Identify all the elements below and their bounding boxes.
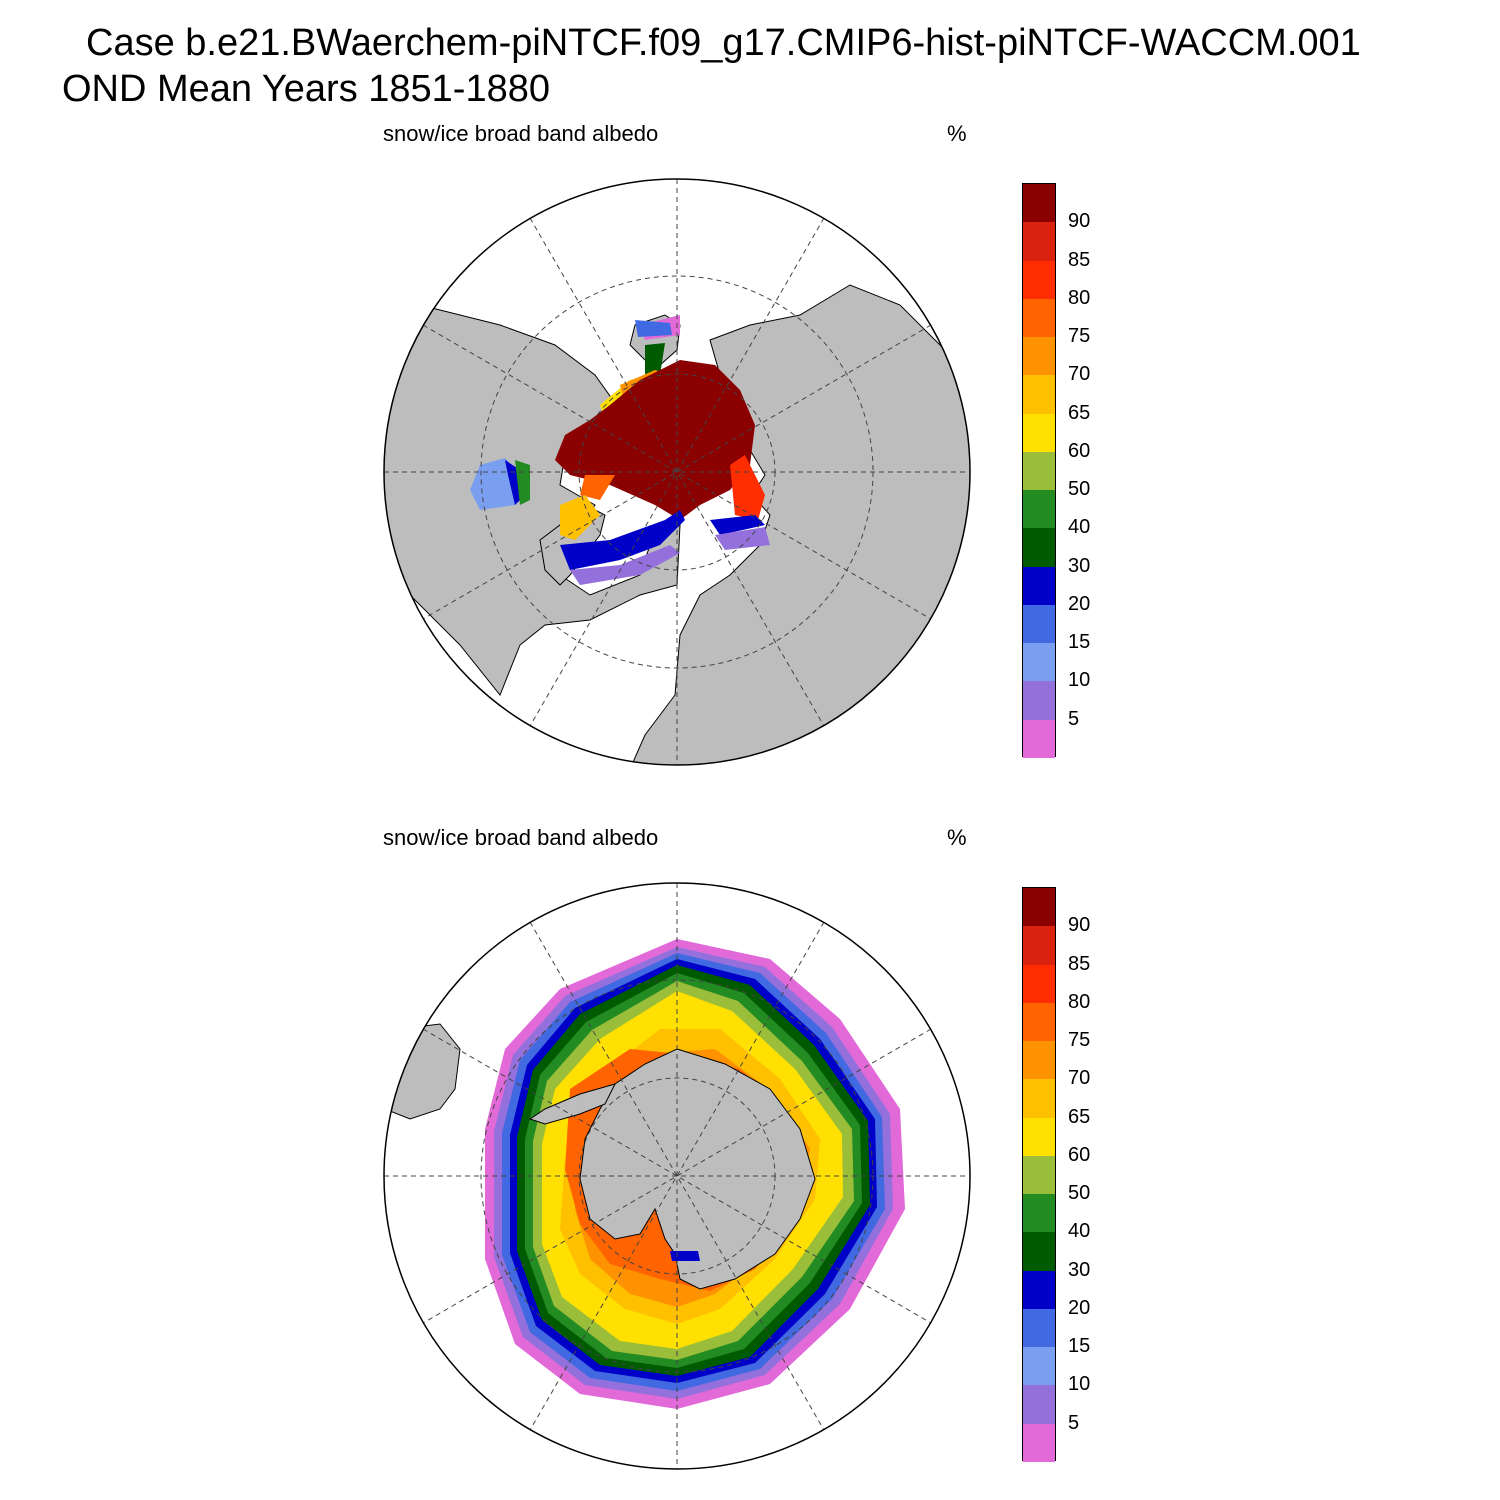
colorbar-2-segment xyxy=(1023,888,1055,927)
colorbar-1-segment xyxy=(1023,413,1055,452)
colorbar-2-tick-label: 60 xyxy=(1068,1143,1091,1166)
north-polar-map xyxy=(383,178,971,766)
colorbar-1-tick-label: 75 xyxy=(1068,325,1091,348)
colorbar-1-tick-label: 80 xyxy=(1068,286,1091,309)
colorbar-2-segment xyxy=(1023,926,1055,965)
colorbar-2-tick-label: 85 xyxy=(1068,952,1091,975)
panel-2-unit-label: % xyxy=(947,825,967,850)
colorbar-1-segment xyxy=(1023,566,1055,605)
colorbar-1-segment xyxy=(1023,184,1055,223)
colorbar-2-segment xyxy=(1023,1079,1055,1118)
colorbar-2-tick-label: 75 xyxy=(1068,1029,1091,1052)
atlantic-ice-edge xyxy=(560,510,685,570)
colorbar-2 xyxy=(1022,887,1056,1462)
baffin-ice-yellow xyxy=(560,495,600,540)
colorbar-2-segment xyxy=(1023,1002,1055,1042)
barents-ice-red xyxy=(730,455,765,520)
colorbar-2-segment xyxy=(1023,1347,1055,1386)
ross-sea-blue xyxy=(670,1251,700,1261)
colorbar-1-segment xyxy=(1023,719,1055,758)
colorbar-2-tick-label: 80 xyxy=(1068,990,1091,1013)
colorbar-2-tick-label: 70 xyxy=(1068,1067,1091,1090)
colorbar-1-segment xyxy=(1023,298,1055,338)
colorbar-2-tick-label: 90 xyxy=(1068,914,1091,937)
canada-ice-orange xyxy=(580,475,615,500)
colorbar-1-segment xyxy=(1023,260,1055,299)
colorbar-1-tick-label: 90 xyxy=(1068,210,1091,233)
atlantic-ice-purple xyxy=(570,545,680,585)
colorbar-2-tick-label: 50 xyxy=(1068,1182,1091,1205)
colorbar-1-segment xyxy=(1023,222,1055,261)
panel-2-variable-label: snow/ice broad band albedo xyxy=(383,825,659,850)
colorbar-1-tick-label: 20 xyxy=(1068,592,1091,615)
colorbar-2-tick-label: 10 xyxy=(1068,1373,1091,1396)
figure-title-line-2: OND Mean Years 1851-1880 xyxy=(62,68,550,110)
colorbar-2-tick-label: 5 xyxy=(1068,1411,1080,1434)
colorbar-2-tick-label: 15 xyxy=(1068,1335,1091,1358)
colorbar-2-segment xyxy=(1023,1117,1055,1156)
colorbar-2-segment xyxy=(1023,1041,1055,1080)
panel-1-unit-label: % xyxy=(947,121,967,146)
colorbar-1-tick-label: 85 xyxy=(1068,248,1091,271)
colorbar-1-tick-label: 5 xyxy=(1068,707,1080,730)
colorbar-2-segment xyxy=(1023,1270,1055,1309)
barents-edge-blue xyxy=(710,515,765,535)
colorbar-2-segment xyxy=(1023,1385,1055,1424)
colorbar-1-segment xyxy=(1023,490,1055,529)
colorbar-1-tick-label: 15 xyxy=(1068,631,1091,654)
colorbar-1-tick-label: 10 xyxy=(1068,669,1091,692)
colorbar-1-tick-label: 65 xyxy=(1068,401,1091,424)
colorbar-2-segment xyxy=(1023,1308,1055,1348)
colorbar-2-segment xyxy=(1023,964,1055,1003)
colorbar-1-tick-label: 70 xyxy=(1068,363,1091,386)
colorbar-1-segment xyxy=(1023,375,1055,414)
antarctic-peninsula-land xyxy=(528,1083,616,1125)
colorbar-1-tick-label: 60 xyxy=(1068,439,1091,462)
colorbar-1-tick-label: 30 xyxy=(1068,554,1091,577)
figure-title-line-1: Case b.e21.BWaerchem-piNTCF.f09_g17.CMIP… xyxy=(86,22,1361,64)
colorbar-1-segment xyxy=(1023,604,1055,644)
colorbar-2-segment xyxy=(1023,1194,1055,1233)
colorbar-1-segment xyxy=(1023,451,1055,491)
barents-edge-purple xyxy=(715,527,770,550)
colorbar-2-tick-label: 30 xyxy=(1068,1258,1091,1281)
south-polar-map xyxy=(383,882,971,1470)
colorbar-1 xyxy=(1022,183,1056,758)
colorbar-1-segment xyxy=(1023,643,1055,682)
colorbar-1-tick-label: 40 xyxy=(1068,516,1091,539)
colorbar-2-tick-label: 40 xyxy=(1068,1220,1091,1243)
ice-band-blue xyxy=(635,320,672,337)
colorbar-2-tick-label: 20 xyxy=(1068,1296,1091,1319)
colorbar-2-segment xyxy=(1023,1423,1055,1462)
colorbar-2-segment xyxy=(1023,1232,1055,1271)
colorbar-1-tick-label: 50 xyxy=(1068,478,1091,501)
panel-1-variable-label: snow/ice broad band albedo xyxy=(383,121,659,146)
colorbar-1-segment xyxy=(1023,528,1055,567)
colorbar-1-segment xyxy=(1023,681,1055,720)
colorbar-2-tick-label: 65 xyxy=(1068,1105,1091,1128)
colorbar-2-segment xyxy=(1023,1155,1055,1195)
hudson-bay-green xyxy=(515,460,530,505)
colorbar-1-segment xyxy=(1023,337,1055,376)
